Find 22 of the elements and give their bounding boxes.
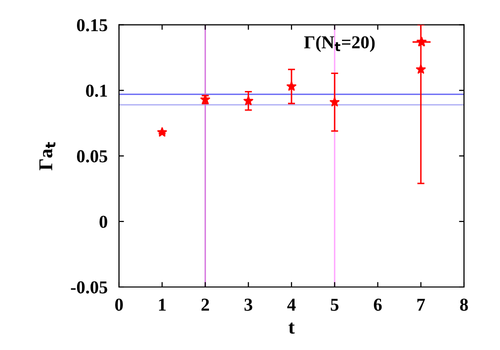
point [157, 127, 167, 137]
point [244, 96, 254, 106]
x-tick-label: 7 [417, 298, 425, 311]
point [416, 64, 426, 74]
y-axis-title: Γa$_{t}$ [39, 142, 56, 170]
x-tick-label: 5 [330, 298, 338, 311]
y-tick-label: 0 [100, 216, 108, 228]
x-tick-label: 2 [201, 298, 209, 311]
x-tick-label: 0 [115, 298, 123, 311]
x-tick-label: 8 [460, 298, 468, 311]
x-tick-label: 6 [374, 298, 382, 311]
x-axis-title: t [288, 322, 295, 334]
x-tick-label: 3 [244, 298, 252, 311]
y-tick-label: -0.05 [70, 281, 108, 294]
y-tick-label: 0.05 [76, 150, 108, 162]
x-tick-label: 1 [159, 298, 166, 311]
point [286, 81, 296, 91]
y-tick-label: 0.1 [86, 84, 107, 97]
legend-label: Γ(N$_{t}$=20) [304, 36, 375, 52]
point [330, 97, 340, 106]
y-tick-label: 0.15 [76, 19, 108, 32]
x-tick-label: 4 [287, 298, 296, 311]
